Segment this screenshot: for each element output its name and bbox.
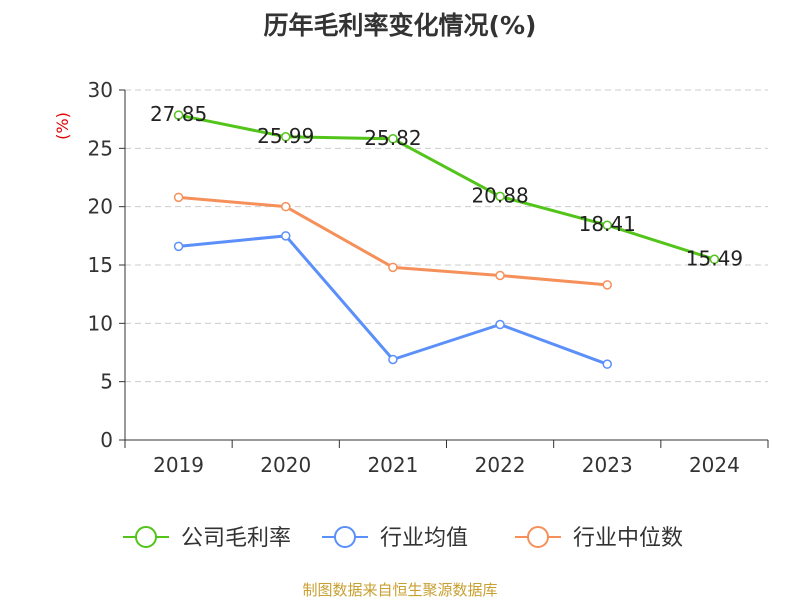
data-point bbox=[281, 201, 291, 212]
data-point bbox=[388, 134, 398, 144]
x-tick-label: 2020 bbox=[260, 453, 311, 477]
legend-item: 行业均值 bbox=[322, 526, 468, 551]
data-point bbox=[173, 110, 184, 120]
axes: 0 5 10 15 20 25 30 2019 2020 2021 2022 2023 2024 (%) bbox=[53, 78, 769, 477]
legend-marker bbox=[135, 526, 157, 548]
x-tick-label: 2024 bbox=[689, 453, 740, 477]
x-tick-label: 2021 bbox=[367, 453, 418, 477]
data-label: 20.88 bbox=[471, 183, 528, 207]
chart-title: 历年毛利率变化情况(%) bbox=[263, 11, 537, 40]
data-label: 25.99 bbox=[257, 124, 314, 148]
data-label: 25.82 bbox=[364, 126, 421, 150]
data-point bbox=[281, 231, 291, 241]
legend-item: 公司毛利率 bbox=[123, 526, 291, 551]
legend-marker bbox=[527, 526, 549, 548]
source-note: 制图数据来自恒生聚源数据库 bbox=[302, 581, 498, 599]
legend-label: 公司毛利率 bbox=[181, 526, 291, 551]
data-label: 18.41 bbox=[579, 212, 636, 236]
x-tick-label: 2019 bbox=[153, 453, 204, 477]
x-tick-label: 2022 bbox=[475, 453, 526, 477]
data-label: 27.85 bbox=[150, 102, 207, 126]
data-labels: 27.85 25.99 25.82 20.88 18.41 15.49 bbox=[150, 102, 743, 270]
data-point bbox=[602, 220, 612, 230]
legend-label: 行业均值 bbox=[380, 526, 468, 551]
y-tick-label: 5 bbox=[100, 370, 113, 394]
data-point bbox=[388, 262, 398, 273]
data-point bbox=[495, 270, 505, 281]
legend: 公司毛利率 行业均值 行业中位数 bbox=[123, 526, 683, 551]
y-tick-label: 20 bbox=[88, 195, 113, 219]
data-point bbox=[602, 280, 612, 290]
y-tick-label: 0 bbox=[100, 428, 113, 452]
data-point bbox=[281, 132, 291, 142]
x-tick-label: 2023 bbox=[582, 453, 633, 477]
data-label: 15.49 bbox=[686, 246, 743, 270]
series-line bbox=[178, 113, 715, 261]
data-point bbox=[388, 354, 398, 365]
data-point bbox=[602, 359, 612, 369]
legend-label: 行业中位数 bbox=[573, 526, 683, 551]
data-point bbox=[495, 191, 505, 202]
legend-item: 行业中位数 bbox=[515, 526, 683, 551]
series-line bbox=[178, 234, 608, 366]
y-tick-label: 25 bbox=[88, 136, 113, 160]
grid-lines bbox=[125, 89, 768, 383]
data-point bbox=[173, 241, 184, 252]
legend-marker bbox=[334, 526, 356, 548]
y-axis-unit: (%) bbox=[53, 112, 72, 140]
y-tick-label: 15 bbox=[88, 253, 113, 277]
y-tick-label: 10 bbox=[88, 311, 113, 335]
y-tick-label: 30 bbox=[88, 78, 113, 102]
data-point bbox=[709, 254, 720, 265]
series-lines bbox=[173, 110, 720, 369]
data-point bbox=[173, 192, 184, 203]
data-point bbox=[495, 319, 505, 330]
